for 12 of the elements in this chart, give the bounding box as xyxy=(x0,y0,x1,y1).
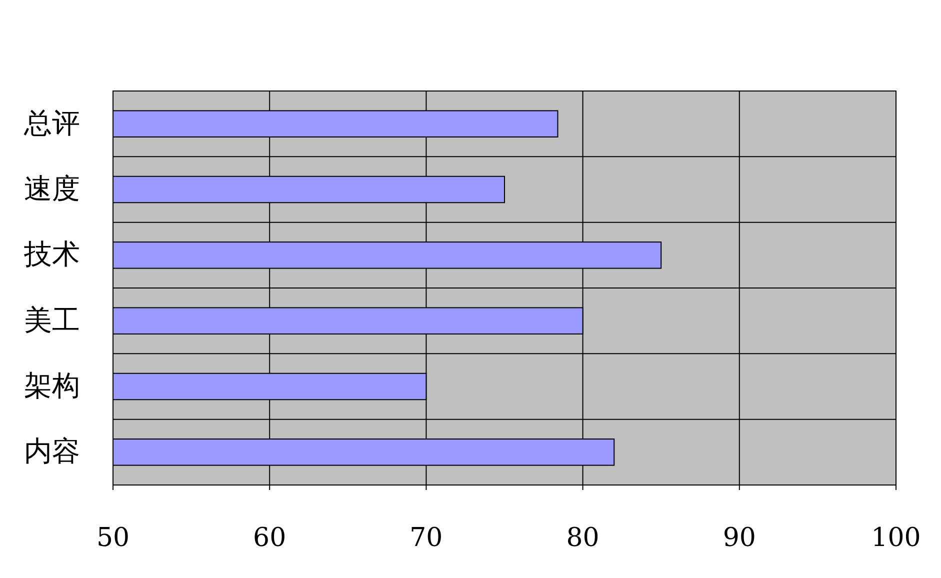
x-tick-label: 50 xyxy=(96,523,130,553)
x-tick-label: 100 xyxy=(871,523,921,553)
y-tick-label: 架构 xyxy=(24,371,80,402)
y-tick-label: 速度 xyxy=(24,174,80,205)
x-tick-label: 80 xyxy=(566,523,600,553)
y-tick-label: 技术 xyxy=(23,240,80,271)
x-tick-label: 90 xyxy=(722,523,756,553)
x-tick-label: 60 xyxy=(253,523,286,553)
y-tick-label: 总评 xyxy=(23,108,80,140)
y-tick-label: 美工 xyxy=(24,305,80,336)
x-tick-label: 70 xyxy=(410,523,443,553)
y-tick-label: 内容 xyxy=(24,436,80,468)
